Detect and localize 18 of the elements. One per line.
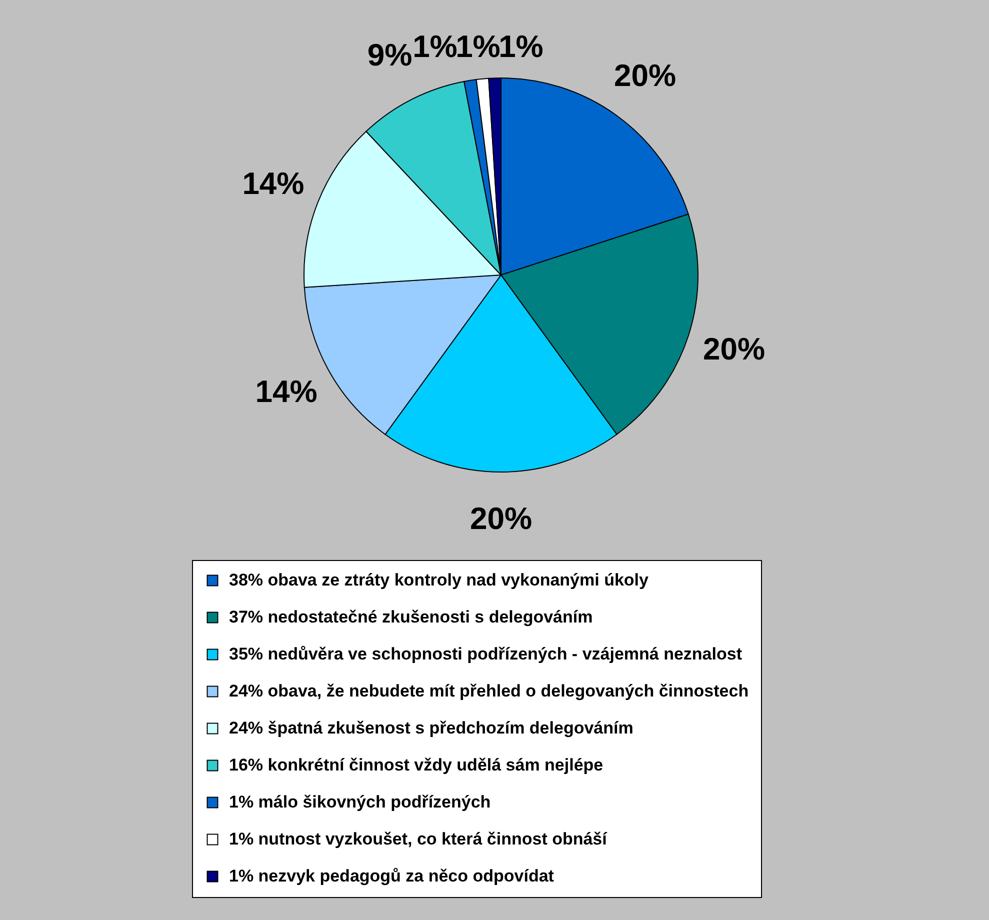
data-label: 20% (470, 501, 532, 536)
data-label: 20% (702, 332, 766, 367)
data-label: 9% (367, 38, 412, 73)
data-label: 14% (255, 374, 318, 410)
legend-label: 35% nedůvěra ve schopnosti podřízených - vzájemná neznalost (229, 644, 742, 664)
data-label: 14% (242, 166, 304, 201)
legend-label: 37% nedostatečné zkušenosti s delegováním (229, 608, 593, 626)
legend-label: 16% konkrétní činnost vždy udělá sám nejlépe (229, 756, 604, 774)
legend-label: 1% nezvyk pedagogů za něco odpovídat (229, 866, 554, 886)
data-label: 1% (456, 29, 500, 64)
data-label: 20% (614, 58, 676, 93)
data-label: 1% (412, 29, 458, 64)
legend-label: 1% málo šikovných podřízených (229, 792, 491, 812)
legend-label: 1% nutnost vyzkoušet, co která činnost obnáší (229, 830, 608, 848)
legend-label: 24% obava, že nebudete mít přehled o delegovaných činnostech (229, 682, 749, 700)
legend-label: 38% obava ze ztráty kontroly nad vykonanými úkoly (229, 570, 650, 590)
legend-label: 24% špatná zkušenost s předchozím delegováním (229, 718, 634, 738)
data-label: 1% (498, 29, 544, 64)
